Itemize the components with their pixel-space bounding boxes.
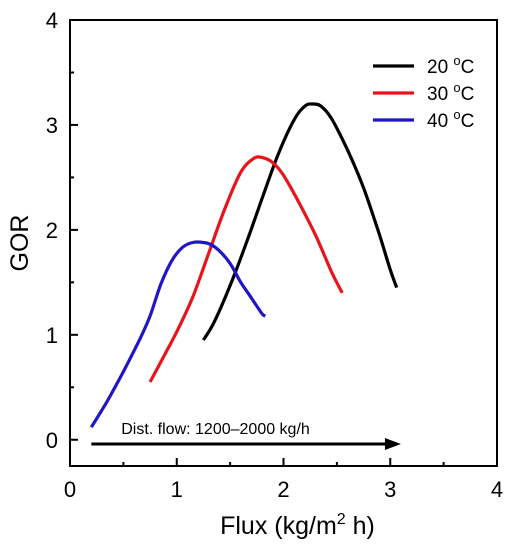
- y-tick-label: 1: [46, 323, 58, 348]
- annotation-layer: Dist. flow: 1200–2000 kg/h: [91, 421, 401, 450]
- x-axis-label: Flux (kg/m2 h): [220, 511, 375, 540]
- y-tick-label: 3: [46, 113, 58, 138]
- series-line-1: [148, 155, 344, 383]
- y-tick-label: 4: [46, 8, 58, 33]
- plot-frame: [69, 19, 498, 467]
- legend-label-2: 40 oC: [427, 107, 474, 132]
- annotation-arrow-head: [384, 437, 401, 450]
- legend-label-0: 20 oC: [427, 53, 474, 78]
- legend-label-1: 30 oC: [427, 80, 474, 105]
- annotation-text: Dist. flow: 1200–2000 kg/h: [121, 421, 310, 438]
- series-line-0: [202, 102, 399, 341]
- x-tick-label: 3: [384, 477, 396, 502]
- x-tick-label: 1: [171, 477, 183, 502]
- y-axis-label: GOR: [6, 215, 34, 272]
- x-tick-label: 4: [491, 477, 503, 502]
- x-tick-label: 0: [64, 477, 76, 502]
- y-tick-label: 0: [46, 428, 58, 453]
- series-line-2: [89, 240, 267, 429]
- x-tick-label: 2: [277, 477, 289, 502]
- series-layer: [89, 102, 399, 429]
- ticks-layer: 0 1 2 3 4 0 1 2 3 4: [46, 8, 503, 502]
- y-tick-label: 2: [46, 218, 58, 243]
